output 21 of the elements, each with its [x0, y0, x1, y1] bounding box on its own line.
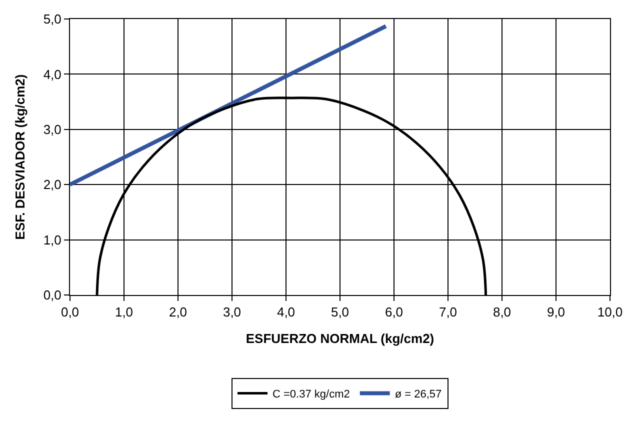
x-tick-label: 3,0: [222, 304, 242, 320]
x-tick-label: 10,0: [597, 304, 623, 320]
legend-label: ø = 26,57: [394, 388, 442, 401]
x-axis-title: ESFUERZO NORMAL (kg/cm2): [246, 331, 434, 346]
y-tick-label: 1,0: [43, 232, 62, 248]
y-axis-title: ESF. DESVIADOR (kg/cm2): [12, 74, 28, 240]
y-tick-label: 2,0: [43, 177, 62, 192]
x-tick-label: 4,0: [276, 304, 296, 320]
x-tick-label: 9,0: [546, 304, 566, 320]
x-tick-label: 8,0: [492, 304, 512, 320]
y-tick-label: 3,0: [43, 122, 62, 137]
x-tick-label: 2,0: [168, 304, 188, 320]
x-tick-label: 5,0: [330, 304, 350, 320]
legend-label: C =0.37 kg/cm2: [272, 388, 350, 401]
y-tick-label: 0,0: [43, 288, 62, 303]
x-tick-label: 0,0: [60, 304, 80, 320]
x-tick-label: 6,0: [384, 304, 404, 320]
y-tick-label: 4,0: [43, 66, 62, 82]
x-tick-label: 7,0: [438, 304, 458, 320]
y-tick-label: 5,0: [43, 12, 62, 27]
x-tick-label: 1,0: [114, 304, 134, 320]
